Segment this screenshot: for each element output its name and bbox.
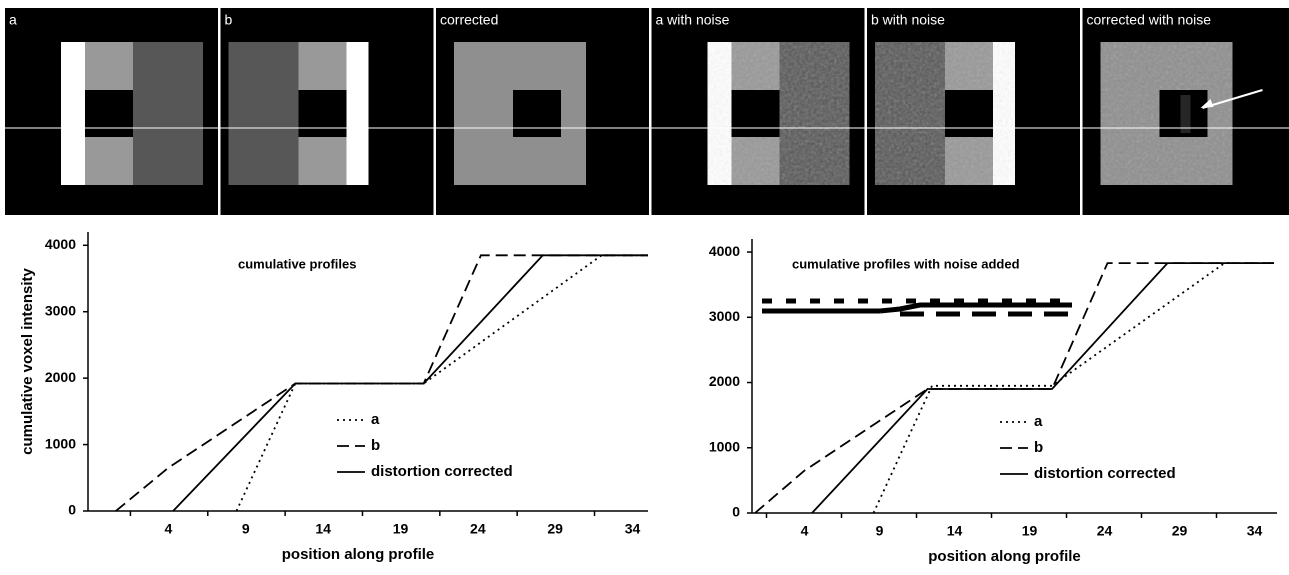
y-tick-label: 1000	[45, 435, 76, 451]
legend-label: distortion corrected	[1034, 465, 1176, 482]
figure: abcorrecteda with noiseb with noisecorre…	[0, 0, 1289, 575]
y-tick-label: 1000	[709, 438, 740, 454]
phantom-region	[61, 42, 85, 185]
hole	[945, 90, 993, 137]
series-line	[755, 263, 1274, 513]
x-tick-label: 4	[165, 521, 173, 537]
image-panel: b with noise	[867, 8, 1080, 215]
image-panel: corrected with noise	[1083, 8, 1289, 215]
y-tick-label: 3000	[709, 308, 740, 324]
x-tick-label: 19	[393, 521, 409, 537]
legend-label: a	[1034, 413, 1043, 430]
chart: 0 1000 2000 3000 4000 4 9 14 19 24 29 34 position al…	[709, 239, 1277, 565]
x-tick-label: 24	[470, 521, 486, 537]
x-axis-label: position along profile	[928, 548, 1081, 565]
y-tick-label: 0	[732, 504, 740, 520]
legend-label: b	[371, 437, 380, 454]
x-tick-label: 19	[1022, 523, 1038, 539]
x-tick-label: 24	[1097, 523, 1113, 539]
x-tick-label: 14	[947, 523, 963, 539]
panel-label: b with noise	[871, 12, 945, 28]
image-panel: a with noise	[652, 8, 865, 215]
annotation: cumulative profiles	[238, 256, 356, 271]
noise-artifact	[762, 301, 1072, 314]
image-panel: corrected	[436, 8, 649, 215]
x-axis-label: position along profile	[282, 546, 435, 563]
image-panel: b	[221, 8, 434, 215]
legend-label: distortion corrected	[371, 463, 513, 480]
y-tick-label: 2000	[709, 373, 740, 389]
y-tick-label: 4000	[709, 243, 740, 259]
phantom-region	[875, 42, 945, 185]
image-panels: a b corrected a with noise b with noise corre…	[5, 8, 1289, 215]
panel-label: a	[9, 12, 17, 28]
x-tick-label: 4	[801, 523, 809, 539]
phantom-region	[133, 42, 203, 185]
y-tick-label: 0	[68, 502, 76, 518]
x-tick-label: 14	[315, 521, 331, 537]
hole	[299, 90, 347, 137]
panel-label: b	[225, 12, 233, 28]
phantom-region	[708, 42, 732, 185]
chart: 0 1000 2000 3000 4000 4 9 14 19 24 29 34 position al…	[19, 232, 648, 563]
image-panel: a	[5, 8, 218, 215]
y-tick-label: 3000	[45, 302, 76, 318]
panel-label: a with noise	[656, 12, 730, 28]
x-tick-label: 29	[547, 521, 563, 537]
hole	[85, 90, 133, 137]
panel-label: corrected with noise	[1087, 12, 1212, 28]
y-tick-label: 2000	[45, 369, 76, 385]
phantom-region	[780, 42, 850, 185]
x-tick-label: 34	[625, 521, 641, 537]
x-tick-label: 9	[876, 523, 884, 539]
legend-label: b	[1034, 439, 1043, 456]
residual	[1181, 95, 1191, 133]
hole	[732, 90, 780, 137]
x-tick-label: 29	[1172, 523, 1188, 539]
y-tick-label: 4000	[45, 236, 76, 252]
hole	[513, 90, 561, 137]
x-tick-label: 9	[242, 521, 250, 537]
panel-label: corrected	[440, 12, 498, 28]
annotation: cumulative profiles with noise added	[792, 256, 1020, 271]
phantom-region	[347, 42, 369, 185]
phantom-region	[993, 42, 1015, 185]
x-tick-label: 34	[1247, 523, 1263, 539]
phantom-region	[229, 42, 299, 185]
legend-label: a	[371, 411, 380, 428]
y-axis-label: cumulative voxel intensity	[19, 267, 36, 454]
